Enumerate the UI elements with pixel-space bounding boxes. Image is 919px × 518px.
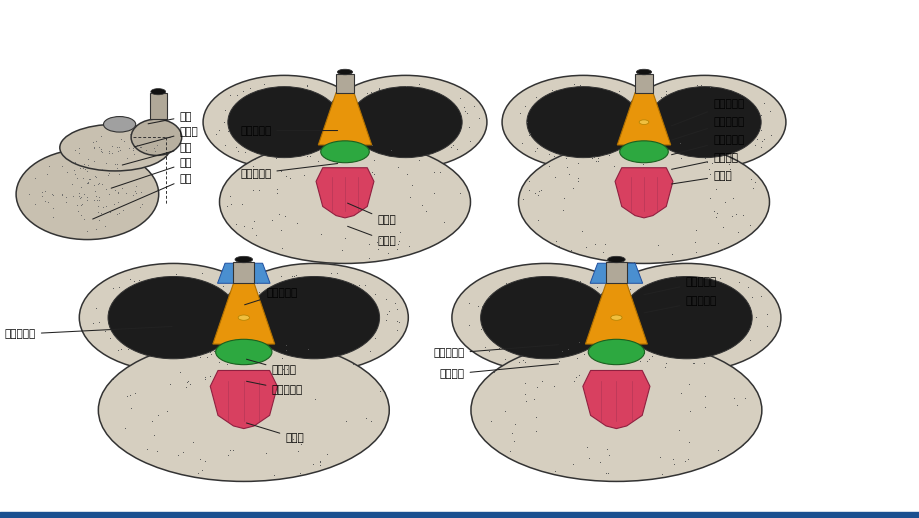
Text: 第二房间孔: 第二房间孔 — [5, 326, 172, 339]
Polygon shape — [584, 283, 647, 344]
FancyBboxPatch shape — [537, 302, 696, 376]
Ellipse shape — [592, 264, 780, 372]
Ellipse shape — [349, 87, 461, 157]
Polygon shape — [212, 283, 275, 344]
Text: 切面: 切面 — [111, 158, 192, 188]
Text: 第一房间隔: 第一房间隔 — [671, 117, 743, 140]
Ellipse shape — [151, 89, 165, 95]
Polygon shape — [615, 168, 672, 218]
Ellipse shape — [518, 140, 768, 264]
Ellipse shape — [620, 277, 752, 359]
Bar — [606, 262, 626, 283]
Polygon shape — [617, 93, 670, 145]
Text: 心房: 心房 — [122, 142, 192, 165]
Ellipse shape — [324, 76, 486, 169]
Text: 第二房间孔: 第二房间孔 — [643, 296, 716, 313]
Ellipse shape — [79, 264, 267, 372]
Ellipse shape — [527, 87, 639, 157]
Text: 心室: 心室 — [93, 174, 192, 219]
Text: 第一房间孔: 第一房间孔 — [671, 135, 743, 155]
Ellipse shape — [587, 339, 644, 365]
Ellipse shape — [203, 76, 365, 169]
Ellipse shape — [619, 141, 667, 163]
Ellipse shape — [131, 119, 182, 155]
Ellipse shape — [502, 76, 664, 169]
Text: 第二房间隔: 第二房间隔 — [643, 277, 716, 295]
Ellipse shape — [60, 124, 170, 171]
Polygon shape — [318, 93, 371, 145]
Ellipse shape — [639, 120, 648, 124]
Polygon shape — [210, 370, 277, 428]
Ellipse shape — [220, 140, 470, 264]
Ellipse shape — [220, 264, 408, 372]
Ellipse shape — [607, 256, 625, 263]
Ellipse shape — [104, 117, 136, 132]
Ellipse shape — [636, 69, 651, 75]
Ellipse shape — [238, 315, 249, 320]
Ellipse shape — [451, 264, 640, 372]
Ellipse shape — [234, 256, 253, 263]
Text: 室间隔: 室间隔 — [347, 203, 395, 225]
Ellipse shape — [321, 141, 369, 163]
Ellipse shape — [610, 315, 621, 320]
Bar — [150, 93, 166, 119]
Text: 心球: 心球 — [148, 111, 192, 124]
Text: 室间孔: 室间孔 — [671, 171, 731, 184]
Ellipse shape — [228, 87, 340, 157]
FancyBboxPatch shape — [164, 302, 323, 376]
Ellipse shape — [471, 339, 761, 481]
Ellipse shape — [98, 339, 389, 481]
Text: 心内膜垫: 心内膜垫 — [439, 364, 558, 379]
Text: 左心室: 左心室 — [347, 226, 395, 246]
Ellipse shape — [337, 69, 352, 75]
Text: 第一房间隔: 第一房间隔 — [433, 344, 558, 358]
Ellipse shape — [108, 277, 239, 359]
Ellipse shape — [215, 339, 272, 365]
Ellipse shape — [248, 277, 380, 359]
Text: 静脉窦: 静脉窦 — [134, 127, 198, 147]
Text: 背心内膜垫: 背心内膜垫 — [240, 164, 337, 179]
FancyBboxPatch shape — [275, 108, 414, 173]
Polygon shape — [316, 168, 373, 218]
Polygon shape — [217, 263, 270, 283]
Ellipse shape — [16, 149, 159, 239]
Bar — [335, 74, 354, 93]
Bar — [233, 262, 254, 283]
Ellipse shape — [623, 76, 785, 169]
Ellipse shape — [648, 87, 760, 157]
Bar — [634, 74, 652, 93]
Ellipse shape — [480, 277, 611, 359]
Text: 室间隔: 室间隔 — [246, 423, 303, 443]
Text: 心内膜垫: 心内膜垫 — [671, 153, 737, 169]
Polygon shape — [589, 263, 642, 283]
Text: 第二房间孔: 第二房间孔 — [671, 98, 743, 126]
Polygon shape — [583, 370, 649, 428]
Text: 心内膜垫: 心内膜垫 — [246, 359, 296, 375]
FancyBboxPatch shape — [573, 108, 713, 173]
Text: 第一房间隔: 第一房间隔 — [240, 125, 337, 136]
Text: 第二房间隔: 第二房间隔 — [246, 381, 302, 395]
Text: 第二房间隔: 第二房间隔 — [244, 287, 298, 305]
